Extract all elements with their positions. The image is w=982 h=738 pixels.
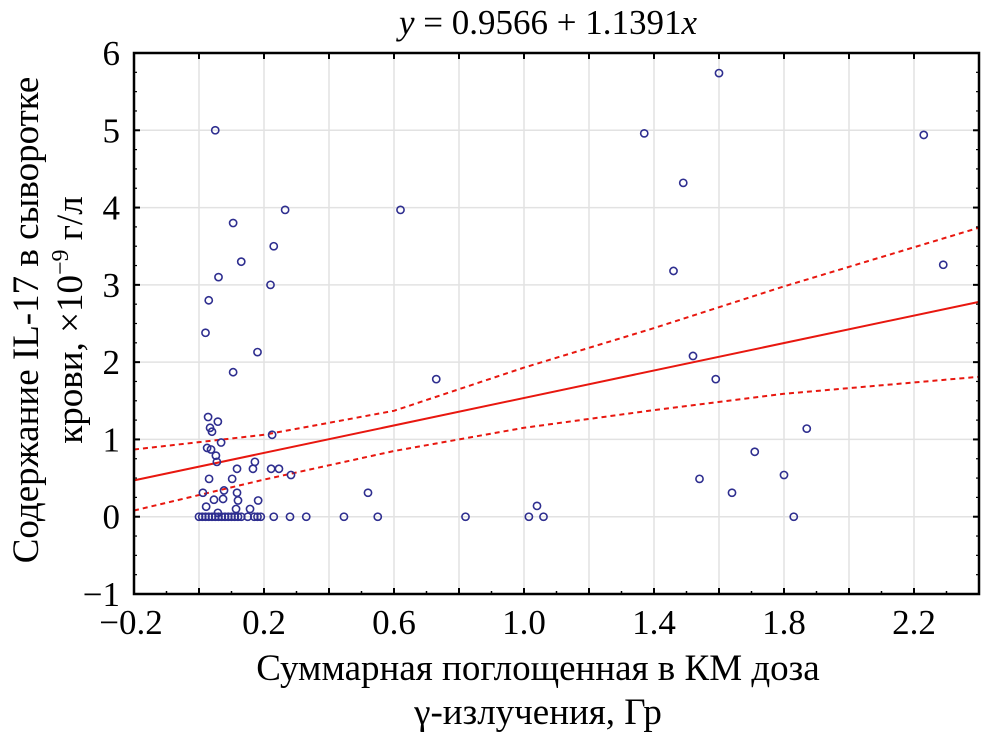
data-point (206, 445, 216, 454)
data-points (194, 68, 948, 522)
axis-ticks (134, 53, 979, 595)
data-point (266, 464, 276, 474)
data-point (253, 512, 262, 522)
data-point (236, 257, 246, 267)
data-point (214, 272, 223, 282)
y-tick-labels: −1 0 1 2 3 4 5 6 (83, 34, 120, 614)
x-tick-label: 1.0 (502, 603, 546, 642)
data-point (213, 417, 223, 427)
x-tick-label: 0.6 (372, 603, 416, 642)
x-tick-label: 1.8 (762, 603, 806, 642)
data-point (245, 504, 255, 514)
data-point (363, 488, 373, 498)
data-point (207, 427, 217, 437)
data-point (209, 495, 219, 505)
data-point (285, 512, 295, 522)
data-point (253, 496, 263, 505)
data-point (524, 512, 534, 522)
data-point (532, 501, 542, 511)
data-point (695, 474, 704, 484)
y-tick-label: 4 (103, 189, 121, 228)
data-point (203, 412, 213, 422)
data-point (301, 512, 311, 522)
data-point (750, 447, 760, 457)
y-axis-title: Содержание IL-17 в сыворотке крови, ×10−… (6, 77, 91, 564)
data-point (232, 464, 242, 474)
y-tick-label: 2 (103, 343, 121, 382)
data-point (639, 128, 649, 138)
regression-line-group (133, 300, 980, 482)
data-point (233, 496, 243, 505)
data-point (919, 130, 929, 140)
data-point (204, 295, 214, 305)
upper-confidence-band (133, 226, 980, 451)
data-point (269, 241, 279, 251)
y-axis-title-line2: крови, ×10−9 г/л (48, 196, 91, 443)
data-point (274, 464, 284, 474)
data-point (669, 266, 678, 276)
data-point (678, 178, 688, 188)
data-point (280, 205, 290, 215)
data-point (789, 512, 799, 522)
y-tick-label: −1 (83, 575, 120, 614)
data-point (727, 488, 737, 498)
data-point (201, 502, 211, 512)
data-point (266, 280, 275, 290)
data-point (256, 512, 266, 522)
lower-confidence-band (133, 375, 980, 512)
data-point (202, 443, 212, 453)
y-tick-label: 6 (103, 34, 121, 73)
data-point (228, 218, 238, 228)
data-point (802, 424, 812, 434)
data-point (231, 504, 241, 514)
data-point (216, 438, 226, 447)
regression-line (133, 300, 980, 482)
y-tick-label: 5 (103, 111, 121, 150)
data-point (286, 470, 296, 480)
data-point (219, 486, 229, 495)
data-point (711, 374, 721, 384)
data-point (938, 260, 948, 270)
y-tick-label: 1 (103, 420, 121, 459)
data-point (201, 328, 210, 338)
data-point (248, 464, 258, 474)
x-axis-title-line1: Суммарная поглощенная в КМ доза (256, 648, 819, 689)
data-point (228, 367, 238, 377)
data-point (210, 125, 220, 135)
data-point (396, 205, 405, 215)
x-tick-label: 2.2 (892, 603, 936, 642)
data-point (198, 488, 208, 498)
data-point (211, 451, 221, 461)
data-point (233, 512, 243, 522)
y-tick-label: 3 (103, 266, 121, 305)
data-point (688, 351, 698, 361)
data-point (714, 68, 724, 78)
data-point (269, 512, 279, 522)
y-tick-label: 0 (103, 498, 121, 537)
data-point (253, 347, 262, 357)
x-tick-label: −0.2 (99, 603, 163, 642)
data-point (431, 374, 441, 384)
confidence-bands (133, 226, 980, 512)
data-point (227, 474, 237, 484)
y-axis-title-line1: Содержание IL-17 в сыворотке (6, 77, 47, 564)
grid-lines (134, 53, 979, 594)
x-tick-label: 0.2 (242, 603, 286, 642)
data-point (539, 512, 548, 522)
data-point (267, 430, 277, 440)
x-tick-label: 1.4 (632, 603, 676, 642)
data-point (232, 488, 242, 498)
x-axis-title-line2: γ-излучения, Гр (413, 692, 662, 733)
data-point (779, 470, 789, 480)
data-point (204, 474, 214, 484)
x-tick-labels: −0.2 0.2 0.6 1.0 1.4 1.8 2.2 (99, 603, 936, 642)
data-point (218, 494, 228, 504)
data-point (373, 512, 383, 522)
data-point (339, 512, 349, 522)
data-point (461, 512, 470, 522)
data-point (212, 457, 222, 467)
data-point (250, 457, 260, 467)
chart-title: y = 0.9566 + 1.1391x (396, 3, 698, 42)
